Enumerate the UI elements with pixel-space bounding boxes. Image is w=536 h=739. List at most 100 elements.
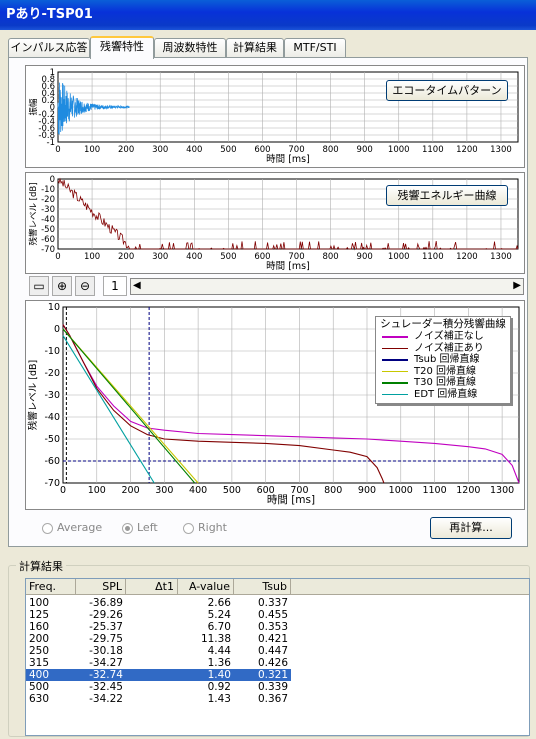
x-tick-label: 900 <box>357 252 373 262</box>
table-row[interactable]: 500 -32.45 0.92 0.339 <box>26 681 291 693</box>
legend-title: シュレーダー積分残響曲線 <box>380 318 506 330</box>
table-cell: 0.92 <box>207 681 231 693</box>
table-row[interactable]: 125 -29.26 5.24 0.455 <box>26 609 291 621</box>
x-tick-label: 1100 <box>422 485 446 496</box>
y-tick-label: -40 <box>44 412 60 423</box>
x-tick-label: 400 <box>186 145 202 155</box>
legend-item: ノイズ補正あり <box>376 343 510 355</box>
x-tick-label: 500 <box>220 145 236 155</box>
x-tick-label: 700 <box>288 145 304 155</box>
tab-reverberation[interactable]: 残響特性 <box>90 36 154 59</box>
table-row[interactable]: 200 -29.75 11.38 0.421 <box>26 633 291 645</box>
window-title: Pあり-TSP01 <box>6 7 93 22</box>
y-tick-label: -10 <box>41 185 55 195</box>
x-tick-label: 0 <box>60 485 66 496</box>
average-label: Average <box>57 521 103 534</box>
tab-frequency[interactable]: 周波数特性 <box>154 38 226 58</box>
legend-swatch <box>382 347 408 349</box>
table-cell: 0.321 <box>257 669 288 681</box>
legend-label: T20 回帰直線 <box>414 365 477 377</box>
y-tick-label: -30 <box>44 390 60 401</box>
x-tick-label: 100 <box>88 485 106 496</box>
column-header[interactable]: SPL <box>76 579 126 595</box>
table-cell: -34.22 <box>89 693 123 705</box>
y-tick-label: -30 <box>41 205 55 215</box>
right-label: Right <box>198 521 227 534</box>
y-tick-label: -50 <box>44 434 60 445</box>
x-tick-label: 1200 <box>456 145 478 155</box>
series-line <box>62 335 155 484</box>
x-tick-label: 1300 <box>490 485 514 496</box>
y-tick-label: -0.8 <box>38 131 55 141</box>
legend-item: T30 回帰直線 <box>376 377 510 389</box>
legend-item: EDT 回帰直線 <box>376 389 510 401</box>
y-tick-label: 1 <box>50 68 55 78</box>
y-tick-label: 0.4 <box>41 89 55 99</box>
table-row[interactable]: 315 -34.27 1.36 0.426 <box>26 657 291 669</box>
y-axis-label: 残響レベル [dB] <box>28 182 39 245</box>
x-axis-label: 時間 [ms] <box>266 261 310 272</box>
x-tick-label: 600 <box>254 252 270 262</box>
y-tick-label: -1 <box>47 138 55 148</box>
x-tick-label: 600 <box>257 485 275 496</box>
tab-mtf-sti[interactable]: MTF/STI <box>284 38 346 58</box>
average-radio[interactable]: Average <box>42 521 102 535</box>
x-tick-label: 0 <box>55 145 60 155</box>
x-tick-label: 600 <box>254 145 270 155</box>
echo-title-button[interactable]: エコータイムパターン <box>386 80 508 101</box>
table-cell: 0.421 <box>257 633 288 645</box>
zoom-toolbar: ▭ ⊕ ⊖ 1 <box>25 275 525 297</box>
table-cell: 4.44 <box>207 645 231 657</box>
y-tick-label: 0.8 <box>41 75 55 85</box>
legend-label: ノイズ補正あり <box>414 342 484 354</box>
tab-results[interactable]: 計算結果 <box>226 38 284 58</box>
table-cell: 0.367 <box>257 693 288 705</box>
table-cell: 500 <box>29 681 50 693</box>
left-label: Left <box>137 521 158 534</box>
horizontal-scrollbar[interactable]: ◀ ▶ <box>130 278 524 295</box>
right-radio[interactable]: Right <box>183 521 227 535</box>
page-number: 1 <box>103 276 127 296</box>
table-row[interactable]: 100 -36.89 2.66 0.337 <box>26 597 291 609</box>
x-tick-label: 800 <box>322 252 338 262</box>
x-tick-label: 1100 <box>422 252 444 262</box>
y-axis-label: 振幅 <box>28 98 39 116</box>
table-cell: 11.38 <box>200 633 231 645</box>
table-cell: 0.426 <box>257 657 288 669</box>
table-cell: -25.37 <box>89 621 123 633</box>
table-row[interactable]: 400 -32.74 1.40 0.321 <box>26 669 291 681</box>
x-axis-label: 時間 [ms] <box>267 494 315 506</box>
table-row[interactable]: 630 -34.22 1.43 0.367 <box>26 693 291 705</box>
table-row[interactable]: 160 -25.37 6.70 0.353 <box>26 621 291 633</box>
x-tick-label: 1100 <box>422 145 444 155</box>
left-radio[interactable]: Left <box>122 521 158 535</box>
table-row[interactable]: 250 -30.18 4.44 0.447 <box>26 645 291 657</box>
y-tick-label: 0.2 <box>41 96 55 106</box>
legend-swatch <box>382 370 408 372</box>
scroll-left-icon[interactable]: ◀ <box>133 280 141 291</box>
recalc-button[interactable]: 再計算... <box>430 517 512 539</box>
table-cell: 0.353 <box>257 621 288 633</box>
results-table[interactable]: Freq. SPL Δt1 A-value Tsub 100 -36.89 2.66 0.33… <box>25 578 530 736</box>
y-tick-label: 10 <box>48 302 60 313</box>
column-header[interactable]: A-value <box>178 579 234 595</box>
zoom-in-icon[interactable]: ⊕ <box>52 276 72 296</box>
energy-title-button[interactable]: 残響エネルギー曲線 <box>386 185 508 206</box>
legend-item: T20 回帰直線 <box>376 366 510 378</box>
column-header[interactable]: Freq. <box>26 579 76 595</box>
zoom-out-icon[interactable]: ⊖ <box>75 276 95 296</box>
table-cell: -34.27 <box>89 657 123 669</box>
column-header[interactable]: Δt1 <box>126 579 178 595</box>
fit-icon[interactable]: ▭ <box>29 276 49 296</box>
legend-label: T30 回帰直線 <box>414 377 477 388</box>
table-cell: 250 <box>29 645 50 657</box>
x-tick-label: 800 <box>324 485 342 496</box>
x-tick-label: 1000 <box>389 485 413 496</box>
tab-impulse-response[interactable]: インパルス応答 <box>8 38 90 58</box>
y-tick-label: -70 <box>41 245 55 255</box>
table-cell: -32.74 <box>89 669 123 681</box>
x-tick-label: 1200 <box>456 252 478 262</box>
table-cell: 6.70 <box>207 621 231 633</box>
column-header[interactable]: Tsub <box>234 579 291 595</box>
scroll-right-icon[interactable]: ▶ <box>513 280 521 291</box>
